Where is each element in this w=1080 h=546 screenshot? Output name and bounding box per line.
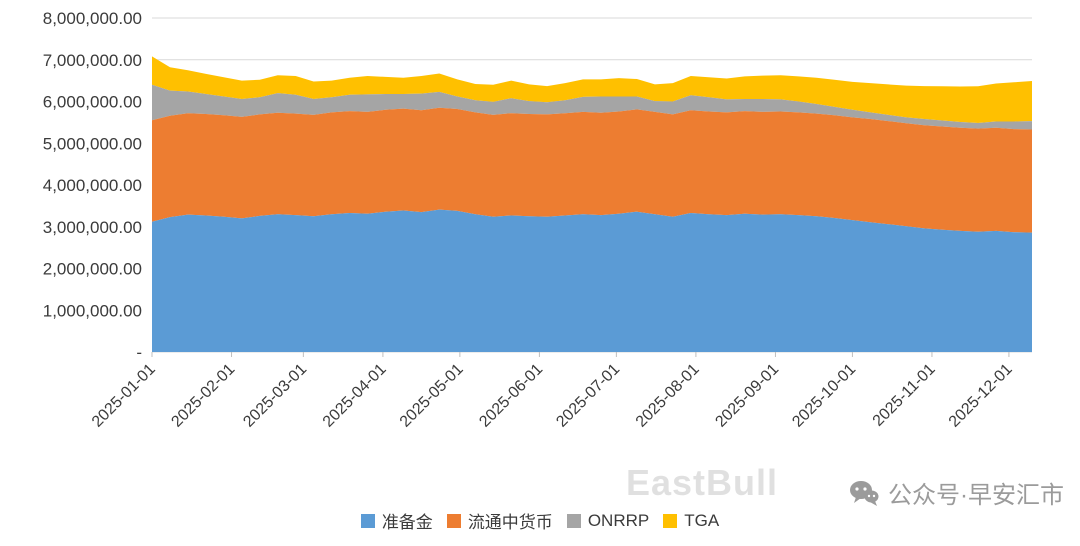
x-axis-tick-label: 2025-08-01 [633,361,703,431]
legend-label: 准备金 [381,513,433,532]
x-axis-tick-label: 2025-06-01 [476,361,546,431]
legend-item-0: 准备金 [360,508,433,533]
area-series-0 [152,209,1032,352]
y-axis-tick-label: 3,000,000.00 [43,218,142,237]
y-axis-tick-label: 1,000,000.00 [43,301,142,320]
y-axis-tick-label: 5,000,000.00 [43,134,142,153]
legend-swatch [566,513,581,528]
x-axis-tick-label: 2025-04-01 [320,361,390,431]
legend-label: 流通中货币 [467,513,553,532]
x-axis-tick-label: 2025-05-01 [397,361,467,431]
legend-label: ONRRP [587,510,650,530]
wechat-icon [850,480,879,506]
legend-swatch [446,513,461,528]
y-axis-tick-label: 8,000,000.00 [43,9,142,28]
legend-swatch [360,513,375,528]
x-axis-tick-label: 2025-09-01 [712,361,782,431]
chart-legend: 准备金 流通中货币 ONRRP TGA [0,508,1080,533]
x-axis-tick-label: 2025-01-01 [89,361,159,431]
area-series-2 [152,84,1032,130]
x-axis-tick-label: 2025-03-01 [240,361,310,431]
legend-item-2: ONRRP [566,510,650,531]
legend-item-3: TGA [663,511,719,531]
y-axis-tick-label: 2,000,000.00 [43,260,142,279]
brand-watermark: EastBull [625,462,778,503]
account-watermark: 公众号·早安汇市 [849,475,1064,510]
legend-label: TGA [684,510,720,530]
legend-item-1: 流通中货币 [446,508,553,533]
x-axis-tick-label: 2025-12-01 [946,361,1016,431]
y-axis-tick-label: 7,000,000.00 [43,51,142,70]
x-axis-tick-label: 2025-10-01 [789,361,859,431]
area-series-3 [152,56,1032,123]
area-series-1 [152,107,1032,233]
y-axis-tick-label: 4,000,000.00 [43,176,142,195]
y-axis-tick-label: - [136,343,142,362]
x-axis-tick-label: 2025-07-01 [553,361,623,431]
y-axis-tick-label: 6,000,000.00 [43,93,142,112]
account-name: 公众号·早安汇市 [888,482,1064,509]
x-axis-tick-label: 2025-11-01 [870,361,939,430]
legend-swatch [663,513,678,528]
x-axis-tick-label: 2025-02-01 [168,361,238,431]
